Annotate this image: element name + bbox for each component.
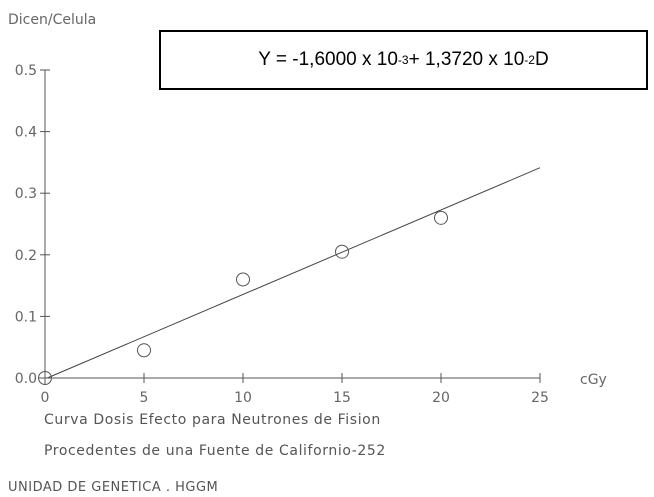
- axis-ticks: 0.0 0.1 0.2 0.3 0.4 0.5 0 5 10 15 20 25: [15, 63, 549, 406]
- data-point: [236, 272, 250, 287]
- fit-line: [46, 167, 541, 379]
- equation-prefix: Y = -1,6000 x 10: [258, 49, 398, 70]
- x-tick-label: 20: [432, 390, 450, 406]
- data-point: [137, 343, 151, 358]
- x-tick-label: 25: [531, 390, 549, 406]
- x-tick-label: 15: [333, 390, 351, 406]
- x-tick-label: 5: [140, 390, 149, 406]
- data-point: [434, 210, 448, 225]
- y-tick-label: 0.1: [15, 309, 37, 325]
- caption-line-1: Curva Dosis Efecto para Neutrones de Fis…: [44, 412, 381, 428]
- y-axis-label: Dicen/Celula: [8, 12, 96, 28]
- data-point: [335, 244, 349, 259]
- equation-middle: + 1,3720 x 10: [408, 49, 525, 70]
- y-tick-label: 0.5: [15, 63, 37, 79]
- chart-plot: Dicen/Celula cGy 0.0 0.1 0.2 0.3 0.4 0.5 0 5 10 1…: [8, 12, 607, 406]
- fit-line-group: [46, 167, 541, 379]
- footer-label: UNIDAD DE GENETICA . HGGM: [8, 480, 219, 495]
- x-axis-label: cGy: [580, 372, 607, 388]
- x-tick-label: 0: [41, 390, 50, 406]
- data-points: [38, 210, 448, 385]
- equation-box: Y = -1,6000 x 10 -3 + 1,3720 x 10 -2 D: [159, 30, 648, 90]
- y-tick-label: 0.0: [15, 371, 37, 387]
- y-tick-label: 0.3: [15, 186, 37, 202]
- caption-line-2: Procedentes de una Fuente de Californio-…: [44, 443, 386, 459]
- x-tick-label: 10: [234, 390, 252, 406]
- y-tick-label: 0.4: [15, 125, 37, 141]
- y-tick-label: 0.2: [15, 248, 37, 264]
- equation-suffix: D: [534, 49, 549, 70]
